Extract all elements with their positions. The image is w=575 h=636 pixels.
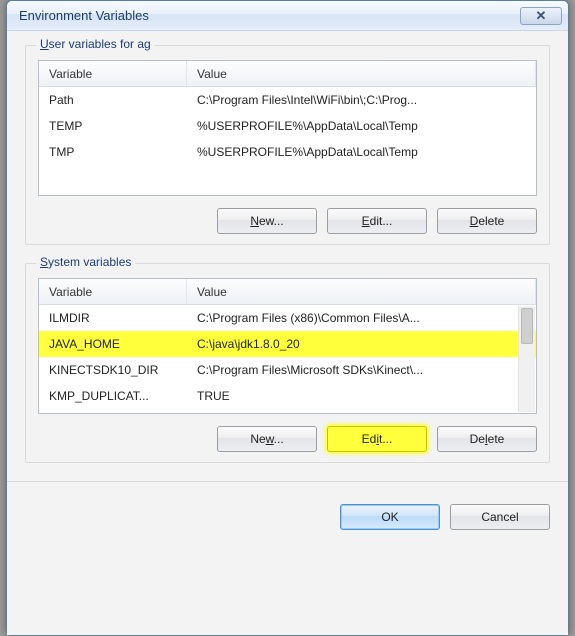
system-delete-button[interactable]: Delete [437,426,537,452]
cell-variable: TEMP [39,119,187,133]
cell-value: C:\Program Files\Intel\WiFi\bin\;C:\Prog… [187,93,536,107]
system-edit-button[interactable]: Edit... [327,426,427,452]
cell-value: TRUE [187,389,536,403]
separator [7,481,568,482]
cancel-button[interactable]: Cancel [450,504,550,530]
cell-value: C:\java\jdk1.8.0_20 [187,337,536,351]
cell-variable: Path [39,93,187,107]
list-header: Variable Value [39,61,536,87]
cell-variable: KINECTSDK10_DIR [39,363,187,377]
cell-value: C:\Program Files\Microsoft SDKs\Kinect\.… [187,363,536,377]
table-row[interactable]: PathC:\Program Files\Intel\WiFi\bin\;C:\… [39,87,536,113]
col-value[interactable]: Value [187,61,536,86]
user-variables-label: User variables for ag [36,37,155,51]
user-button-row: New... Edit... Delete [38,208,537,234]
system-variables-label: System variables [36,255,135,269]
cell-variable: JAVA_HOME [39,337,187,351]
table-row[interactable]: JAVA_HOMEC:\java\jdk1.8.0_20 [39,331,536,357]
scrollbar[interactable] [518,306,535,412]
table-row[interactable]: ILMDIRC:\Program Files (x86)\Common File… [39,305,536,331]
user-delete-button[interactable]: Delete [437,208,537,234]
scrollbar-thumb[interactable] [521,308,533,344]
cell-value: %USERPROFILE%\AppData\Local\Temp [187,119,536,133]
table-row[interactable]: KMP_DUPLICAT...TRUE [39,383,536,409]
window-title: Environment Variables [19,8,520,23]
user-variables-list[interactable]: Variable Value PathC:\Program Files\Inte… [38,60,537,196]
table-row[interactable]: TEMP%USERPROFILE%\AppData\Local\Temp [39,113,536,139]
cell-value: C:\Program Files (x86)\Common Files\A... [187,311,536,325]
col-variable[interactable]: Variable [39,279,187,304]
system-variables-list[interactable]: Variable Value ILMDIRC:\Program Files (x… [38,278,537,414]
system-button-row: New... Edit... Delete [38,426,537,452]
list-body: PathC:\Program Files\Intel\WiFi\bin\;C:\… [39,87,536,165]
dialog-button-row: OK Cancel [25,500,550,532]
system-new-button[interactable]: New... [217,426,317,452]
user-new-button[interactable]: New... [217,208,317,234]
table-row[interactable]: KINECTSDK10_DIRC:\Program Files\Microsof… [39,357,536,383]
cell-variable: ILMDIR [39,311,187,325]
table-row[interactable]: TMP%USERPROFILE%\AppData\Local\Temp [39,139,536,165]
list-header: Variable Value [39,279,536,305]
col-value[interactable]: Value [187,279,536,304]
close-button[interactable]: ✕ [520,7,562,25]
cell-variable: TMP [39,145,187,159]
ok-button[interactable]: OK [340,504,440,530]
list-body: ILMDIRC:\Program Files (x86)\Common File… [39,305,536,409]
user-edit-button[interactable]: Edit... [327,208,427,234]
titlebar: Environment Variables ✕ [7,1,568,31]
col-variable[interactable]: Variable [39,61,187,86]
system-variables-group: System variables Variable Value ILMDIRC:… [25,263,550,463]
close-icon: ✕ [536,8,547,24]
env-vars-dialog: Environment Variables ✕ User variables f… [6,0,569,636]
client-area: User variables for ag Variable Value Pat… [7,31,568,635]
cell-variable: KMP_DUPLICAT... [39,389,187,403]
user-variables-group: User variables for ag Variable Value Pat… [25,45,550,245]
cell-value: %USERPROFILE%\AppData\Local\Temp [187,145,536,159]
